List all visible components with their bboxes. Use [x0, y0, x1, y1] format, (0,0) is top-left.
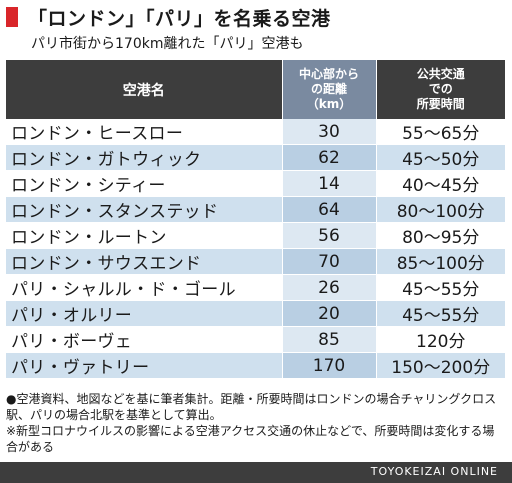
header-distance: 中心部から の距離 （km）	[282, 60, 377, 119]
page-subtitle: パリ市街から170km離れた「パリ」空港も	[31, 36, 304, 52]
airport-name: パリ・ボーヴェ	[6, 326, 283, 353]
title-marker	[6, 7, 18, 27]
page-title: 「ロンドン」「パリ」を名乗る空港	[28, 7, 331, 30]
airport-travel-time: 45〜55分	[376, 300, 505, 327]
table-row: パリ・オルリー 20 45〜55分	[6, 300, 505, 327]
airport-name: ロンドン・ヒースロー	[6, 119, 283, 145]
table-row: ロンドン・スタンステッド 64 80〜100分	[6, 196, 505, 223]
footnotes: ●空港資料、地図などを基に筆者集計。距離・所要時間はロンドンの場合チャリングクロ…	[6, 391, 506, 455]
table-row: パリ・ヴァトリー 170 150〜200分	[6, 352, 505, 379]
header-distance-line: の距離	[310, 82, 347, 96]
table-row: ロンドン・サウスエンド 70 85〜100分	[6, 248, 505, 275]
airport-travel-time: 80〜95分	[376, 222, 505, 249]
airport-distance: 70	[282, 248, 377, 275]
airport-distance: 14	[282, 170, 377, 197]
header-airport-name: 空港名	[6, 60, 283, 119]
airport-travel-time: 150〜200分	[376, 352, 505, 379]
airport-travel-time: 45〜50分	[376, 144, 505, 171]
airport-distance: 85	[282, 326, 377, 353]
header-distance-line: （km）	[306, 97, 352, 111]
airport-travel-time: 55〜65分	[376, 119, 505, 145]
table-row: ロンドン・ガトウィック 62 45〜50分	[6, 144, 505, 171]
airport-name: パリ・シャルル・ド・ゴール	[6, 274, 283, 301]
airport-distance: 20	[282, 300, 377, 327]
airport-name: ロンドン・ガトウィック	[6, 144, 283, 171]
table-row: パリ・シャルル・ド・ゴール 26 45〜55分	[6, 274, 505, 301]
footer-bar: TOYOKEIZAI ONLINE	[0, 462, 512, 483]
airport-distance: 30	[282, 119, 377, 145]
airport-travel-time: 40〜45分	[376, 170, 505, 197]
table-header-row: 空港名 中心部から の距離 （km） 公共交通 での 所要時間	[6, 60, 505, 119]
table-row: ロンドン・ルートン 56 80〜95分	[6, 222, 505, 249]
airport-travel-time: 45〜55分	[376, 274, 505, 301]
airport-name: ロンドン・スタンステッド	[6, 196, 283, 223]
airport-distance: 26	[282, 274, 377, 301]
airport-name: パリ・オルリー	[6, 300, 283, 327]
airport-table: 空港名 中心部から の距離 （km） 公共交通 での 所要時間 ロンドン・ヒース…	[6, 60, 505, 379]
header-travel-time: 公共交通 での 所要時間	[376, 60, 505, 119]
airport-travel-time: 120分	[376, 326, 505, 353]
airport-distance: 62	[282, 144, 377, 171]
publisher-credit: TOYOKEIZAI ONLINE	[370, 465, 498, 478]
airport-name: ロンドン・シティー	[6, 170, 283, 197]
table-row: ロンドン・ヒースロー 30 55〜65分	[6, 119, 505, 145]
airport-name: ロンドン・ルートン	[6, 222, 283, 249]
header-time-line: 公共交通	[416, 67, 465, 81]
airport-name: パリ・ヴァトリー	[6, 352, 283, 379]
airport-name: ロンドン・サウスエンド	[6, 248, 283, 275]
covid-note: ※新型コロナウイルスの影響による空港アクセス交通の休止などで、所要時間は変化する…	[6, 424, 495, 454]
airport-distance: 56	[282, 222, 377, 249]
header-distance-line: 中心部から	[298, 67, 359, 81]
table-row: ロンドン・シティー 14 40〜45分	[6, 170, 505, 197]
title-row: 「ロンドン」「パリ」を名乗る空港	[6, 4, 331, 30]
airport-travel-time: 85〜100分	[376, 248, 505, 275]
airport-travel-time: 80〜100分	[376, 196, 505, 223]
source-note: ●空港資料、地図などを基に筆者集計。距離・所要時間はロンドンの場合チャリングクロ…	[6, 392, 497, 422]
airport-distance: 64	[282, 196, 377, 223]
table-row: パリ・ボーヴェ 85 120分	[6, 326, 505, 353]
header-time-line: 所要時間	[416, 97, 465, 111]
header-time-line: での	[428, 82, 453, 96]
airport-distance: 170	[282, 352, 377, 379]
